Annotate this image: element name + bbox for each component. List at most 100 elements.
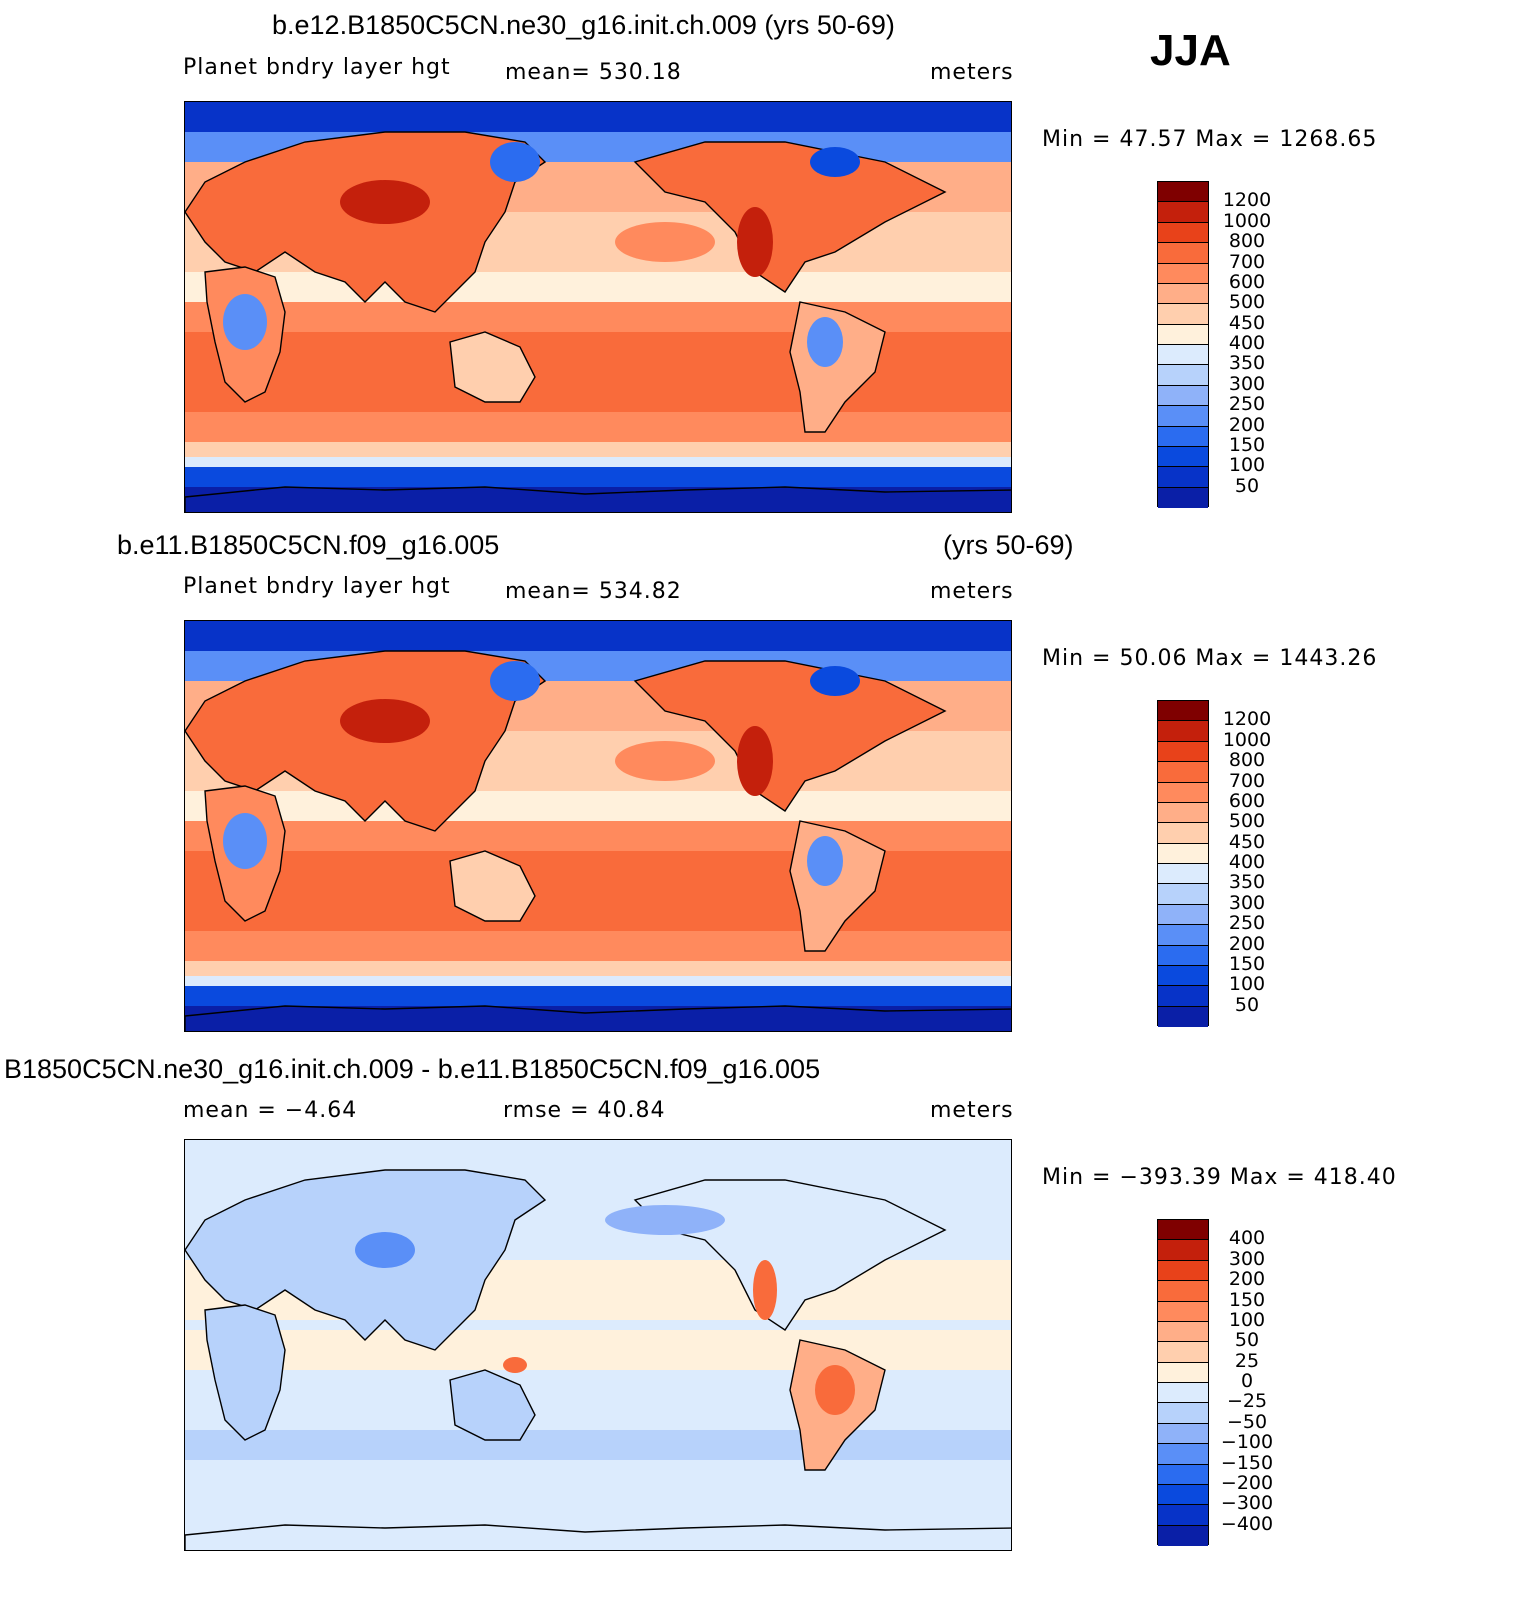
field-band-polar-north [185, 102, 1011, 132]
panel-2-map [184, 620, 1012, 1032]
colorbar-tick-label: 800 [1228, 230, 1266, 253]
colorbar-swatch [1158, 843, 1208, 864]
colorbar-swatch [1158, 1301, 1208, 1322]
colorbar-swatch [1158, 1484, 1208, 1506]
colorbar-tick-label: 700 [1228, 250, 1266, 273]
colorbar-tick-label: 300 [1228, 372, 1266, 395]
colorbar-tick-label: 1200 [1222, 708, 1272, 731]
field-band-southern-ocean [185, 961, 1011, 976]
panel-3-map-svg [185, 1140, 1011, 1550]
field-band-subtropic-south [185, 851, 1011, 931]
field-min-amazon [807, 317, 843, 367]
field-min-east-africa [223, 294, 267, 350]
colorbar-tick-label: 600 [1228, 789, 1266, 812]
colorbar-tick-label: 500 [1228, 291, 1266, 314]
colorbar-swatch [1158, 802, 1208, 824]
colorbar-swatch [1158, 1006, 1208, 1027]
colorbar-swatch [1158, 945, 1208, 966]
field-band-itcz [185, 272, 1011, 302]
colorbar-tick-label: 100 [1228, 1308, 1266, 1331]
colorbar-tick-label: 150 [1228, 1288, 1266, 1311]
panel-1-map-svg [185, 102, 1011, 512]
field-min-hudson [810, 666, 860, 696]
colorbar-tick-label: −25 [1226, 1390, 1268, 1413]
colorbar-swatch [1158, 904, 1208, 926]
panel-2-colorbar [1157, 700, 1209, 1027]
field-band-subpolar-south [185, 986, 1011, 1006]
colorbar-tick-label: −400 [1220, 1512, 1274, 1535]
colorbar-tick-label: 400 [1228, 1227, 1266, 1250]
colorbar-tick-label: −50 [1226, 1410, 1268, 1433]
panel-2-variable-label: Planet bndry layer hgt [183, 574, 451, 599]
field-band-midlat-south [185, 931, 1011, 961]
field-band-subtropic-south [185, 332, 1011, 412]
colorbar-swatch [1158, 986, 1208, 1007]
panel-3-rmse-label: rmse = 40.84 [503, 1098, 666, 1123]
panel-3-mean-label: mean = −4.64 [183, 1098, 358, 1123]
field-band-tropic-south [185, 821, 1011, 851]
colorbar-swatch [1158, 762, 1208, 783]
field-band-tropic-south [185, 302, 1011, 332]
colorbar-swatch [1158, 243, 1208, 264]
field-band-southern-ocean [185, 442, 1011, 457]
field-band-edge [185, 457, 1011, 467]
colorbar-swatch [1158, 283, 1208, 305]
panel-3-minmax-label: Min = −393.39 Max = 418.40 [1042, 1165, 1397, 1190]
colorbar-swatch [1158, 263, 1208, 284]
field-anomaly-west-coast [753, 1260, 777, 1320]
colorbar-swatch [1158, 385, 1208, 407]
season-label: JJA [1150, 26, 1231, 75]
panel-3-colorbar [1157, 1219, 1209, 1546]
colorbar-swatch [1158, 1464, 1208, 1485]
field-min-okhotsk [490, 661, 540, 701]
colorbar-tick-label: 200 [1228, 932, 1266, 955]
colorbar-tick-label: 100 [1228, 454, 1266, 477]
field-band-edge [185, 976, 1011, 986]
colorbar-swatch [1158, 202, 1208, 223]
colorbar-tick-label: 400 [1228, 851, 1266, 873]
colorbar-swatch [1158, 222, 1208, 244]
field-anomaly-new-guinea [503, 1357, 527, 1373]
colorbar-swatch [1158, 446, 1208, 468]
field-band-tropics [185, 1330, 1011, 1370]
colorbar-tick-label: 300 [1228, 1247, 1266, 1270]
panel-3-title: B1850C5CN.ne30_g16.init.ch.009 - b.e11.B… [4, 1054, 821, 1084]
field-band-midlat-south [185, 412, 1011, 442]
continent-antarctica [185, 486, 1011, 512]
colorbar-tick-label: 150 [1228, 952, 1266, 975]
colorbar-tick-label: 700 [1228, 769, 1266, 792]
colorbar-swatch [1158, 406, 1208, 427]
continent-eurasia [185, 131, 547, 313]
colorbar-swatch [1158, 1525, 1208, 1546]
colorbar-swatch [1158, 1403, 1208, 1424]
field-min-amazon [807, 836, 843, 886]
panel-2-map-svg [185, 621, 1011, 1031]
colorbar-tick-label: 0 [1240, 1370, 1254, 1392]
colorbar-tick-label: 100 [1228, 973, 1266, 996]
colorbar-tick-label: 25 [1234, 1349, 1260, 1372]
colorbar-swatch [1158, 1444, 1208, 1465]
continent-eurasia [185, 650, 547, 832]
colorbar-tick-label: 1000 [1222, 728, 1272, 751]
field-band-polar-north [185, 621, 1011, 651]
field-band-subpolar-south [185, 467, 1011, 487]
field-anomaly-north-pacific [605, 1205, 725, 1235]
panel-3-units-label: meters [930, 1098, 1014, 1123]
colorbar-swatch [1158, 1342, 1208, 1363]
colorbar-swatch [1158, 884, 1208, 905]
colorbar-tick-label: 50 [1234, 474, 1260, 497]
panel-2-title-years: (yrs 50-69) [943, 530, 1074, 560]
panel-2-mean-label: mean= 534.82 [505, 579, 682, 604]
panel-1-units-label: meters [930, 60, 1014, 85]
colorbar-swatch [1158, 925, 1208, 946]
panel-1-map [184, 101, 1012, 513]
colorbar-swatch [1158, 426, 1208, 447]
panel-2-units-label: meters [930, 579, 1014, 604]
colorbar-tick-label: 450 [1228, 830, 1266, 853]
colorbar-swatch [1158, 182, 1208, 203]
colorbar-tick-label: 450 [1228, 311, 1266, 334]
field-min-okhotsk [490, 142, 540, 182]
colorbar-swatch [1158, 1240, 1208, 1261]
colorbar-swatch [1158, 864, 1208, 885]
field-anomaly-tibet [355, 1232, 415, 1268]
